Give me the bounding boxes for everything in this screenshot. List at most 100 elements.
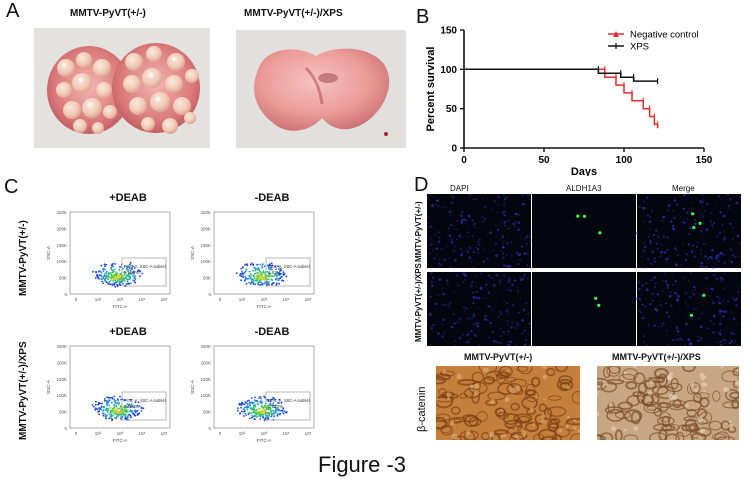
- flow-event-dot: [130, 403, 133, 406]
- ihc-cell: [450, 406, 461, 415]
- dapi-nucleus: [508, 278, 511, 282]
- flow-event-dot: [275, 283, 278, 286]
- flow-event-dot: [106, 414, 108, 417]
- flow-event-dot: [261, 266, 264, 269]
- dapi-nucleus: [667, 209, 670, 212]
- flow-event-dot: [240, 410, 243, 413]
- dapi-nucleus: [466, 317, 468, 319]
- flow-event-dot: [276, 413, 279, 416]
- dapi-nucleus: [428, 312, 432, 316]
- flow-event-dot: [126, 278, 128, 281]
- flow-gate-box: [265, 257, 311, 287]
- flow-x-tick-label: 0: [219, 431, 222, 436]
- ihc-lumen: [514, 426, 518, 430]
- ihc-lumen: [647, 391, 653, 396]
- flow-event-dot: [270, 415, 273, 418]
- if-row-label-2: MMTV-PyVT(+/-)/XPS: [414, 263, 423, 342]
- ihc-lumen: [602, 380, 608, 386]
- flow-x-tick-label: 10²: [95, 297, 102, 302]
- flow-event-dot: [127, 415, 129, 417]
- dapi-nucleus: [699, 325, 703, 329]
- flow-event-dot: [133, 273, 135, 276]
- dapi-nucleus: [460, 210, 464, 214]
- dapi-nucleus: [472, 314, 476, 318]
- flow-event-dot: [115, 417, 118, 419]
- flow-event-dot: [123, 279, 125, 282]
- flow-y-tick-label: 250K: [200, 210, 211, 215]
- dapi-nucleus: [724, 342, 726, 344]
- dapi-nucleus: [507, 227, 510, 230]
- ihc-cell: [502, 413, 520, 426]
- dapi-nucleus: [711, 344, 714, 347]
- panel-c-row-label-2: MMTV-PyVT(+/-)/XPS: [18, 341, 29, 440]
- ihc-lumen: [698, 435, 701, 439]
- if-tile: [637, 272, 741, 346]
- aldh-signal: [582, 214, 587, 218]
- dapi-nucleus: [493, 283, 496, 287]
- ihc-cell: [463, 387, 481, 399]
- ihc-lumen: [506, 369, 509, 373]
- ihc-cell: [463, 430, 479, 440]
- dapi-nucleus: [699, 294, 701, 296]
- flow-event-dot: [271, 275, 274, 277]
- dapi-nucleus: [698, 317, 700, 319]
- dapi-nucleus: [701, 215, 704, 217]
- dapi-nucleus: [506, 313, 509, 315]
- dapi-nucleus: [680, 263, 682, 266]
- dapi-nucleus: [489, 322, 492, 325]
- dapi-nucleus: [523, 308, 526, 311]
- ihc-lumen: [456, 374, 462, 380]
- flow-event-dot: [105, 402, 108, 404]
- dapi-nucleus: [637, 238, 639, 240]
- flow-event-dot: [263, 277, 265, 279]
- dapi-nucleus: [638, 309, 641, 312]
- dapi-nucleus: [665, 281, 668, 284]
- flow-event-dot: [113, 282, 116, 285]
- ihc-lumen: [633, 426, 639, 431]
- flow-event-dot: [249, 273, 252, 275]
- flow-event-dot: [250, 412, 253, 415]
- flow-event-dot: [128, 272, 130, 275]
- dapi-nucleus: [718, 260, 720, 263]
- flow-event-dot: [263, 265, 266, 268]
- dapi-nucleus: [442, 292, 445, 296]
- dapi-nucleus: [514, 220, 517, 224]
- ihc-cell: [530, 376, 541, 388]
- dapi-nucleus: [474, 226, 476, 229]
- dapi-nucleus: [498, 279, 501, 282]
- flow-title-4: -DEAB: [254, 326, 290, 338]
- flow-event-dot: [247, 277, 250, 280]
- dapi-nucleus: [721, 224, 724, 227]
- flow-event-dot: [116, 285, 119, 288]
- ihc-lumen: [510, 387, 516, 394]
- flow-y-tick-label: 150K: [56, 377, 67, 382]
- flow-event-dot: [111, 272, 113, 274]
- dapi-nucleus: [653, 276, 656, 279]
- dapi-nucleus: [678, 337, 682, 340]
- dapi-nucleus: [662, 215, 665, 219]
- flow-event-dot: [127, 274, 130, 276]
- dapi-nucleus: [526, 242, 529, 245]
- dapi-nucleus: [722, 214, 726, 218]
- dapi-nucleus: [481, 220, 484, 223]
- dapi-nucleus: [506, 242, 509, 245]
- flow-y-tick-label: 250K: [56, 210, 67, 215]
- ihc-lumen: [708, 405, 711, 408]
- dapi-nucleus: [519, 276, 521, 279]
- flow-event-dot: [109, 283, 111, 285]
- dapi-nucleus: [488, 305, 492, 309]
- flow-y-tick-label: 200K: [56, 360, 67, 365]
- ihc-cell: [548, 395, 562, 401]
- ihc-cell: [622, 368, 639, 380]
- flow-event-dot: [107, 396, 110, 399]
- flow-event-dot: [118, 269, 121, 271]
- flow-event-dot: [134, 409, 137, 411]
- dapi-nucleus: [728, 207, 731, 210]
- dapi-nucleus: [733, 332, 736, 335]
- flow-event-dot: [107, 278, 109, 280]
- ihc-cell: [695, 427, 712, 437]
- dapi-nucleus: [688, 232, 690, 235]
- flow-event-dot: [253, 267, 256, 269]
- ihc-lumen: [632, 366, 637, 368]
- dapi-nucleus: [738, 322, 740, 325]
